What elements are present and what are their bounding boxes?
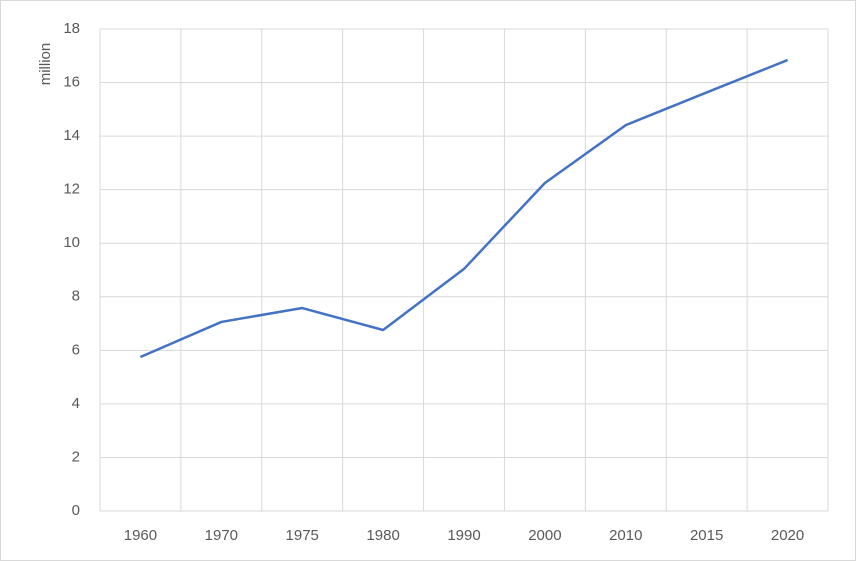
y-tick-label: 14: [63, 127, 80, 144]
x-tick-label: 1960: [124, 527, 157, 544]
x-tick-label: 1975: [286, 527, 319, 544]
x-tick-label: 1980: [366, 527, 399, 544]
x-tick-label: 2015: [690, 527, 723, 544]
y-tick-label: 2: [72, 448, 80, 465]
y-tick-label: 10: [63, 234, 80, 251]
y-tick-label: 4: [72, 395, 80, 412]
y-tick-label: 0: [72, 502, 80, 519]
x-tick-label: 1990: [447, 527, 480, 544]
x-tick-label: 2000: [528, 527, 561, 544]
y-axis-label: million: [37, 43, 54, 86]
x-tick-label: 2010: [609, 527, 642, 544]
y-tick-label: 6: [72, 341, 80, 358]
y-tick-label: 12: [63, 181, 80, 198]
x-tick-label: 1970: [205, 527, 238, 544]
data-line: [139, 58, 789, 359]
y-tick-label: 18: [63, 20, 80, 37]
y-tick-label: 8: [72, 288, 80, 305]
x-tick-label: 2020: [771, 527, 804, 544]
y-tick-label: 16: [63, 74, 80, 91]
